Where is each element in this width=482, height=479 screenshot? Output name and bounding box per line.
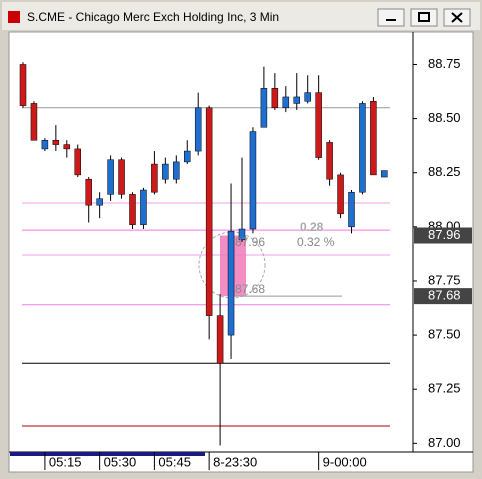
app-icon <box>8 11 20 23</box>
price-marker-label: 87.68 <box>428 288 461 303</box>
candle-body <box>129 194 136 225</box>
x-tick-label: 9-00:00 <box>323 454 367 469</box>
annotation: 0.28 <box>300 220 324 234</box>
x-tick-label: 05:30 <box>104 454 137 469</box>
candle-body <box>348 191 355 228</box>
candle-body <box>370 101 377 176</box>
candle-body <box>30 103 38 141</box>
x-tick-label: 05:45 <box>158 454 191 469</box>
annotation: 0.32 % <box>297 235 335 249</box>
annotation: 87.96 <box>235 235 265 249</box>
candle-body <box>337 174 344 215</box>
candle-body <box>140 189 147 225</box>
candle-body <box>118 159 125 195</box>
y-tick-label: 88.50 <box>428 110 461 125</box>
y-tick-label: 87.50 <box>428 327 461 342</box>
candle-body <box>227 230 235 336</box>
candle-body <box>304 92 311 102</box>
maximize-button[interactable] <box>410 8 438 27</box>
candle-body <box>293 96 300 104</box>
x-tick-label: 8-23:30 <box>213 454 257 469</box>
candle-body <box>63 144 71 150</box>
candle-body <box>52 139 60 145</box>
price-marker-box <box>414 288 472 305</box>
x-tick-label: 05:15 <box>49 454 82 469</box>
candle-body <box>162 163 169 180</box>
candle-body <box>249 131 257 230</box>
y-tick-label: 87.25 <box>428 381 461 396</box>
candle-body <box>194 107 202 152</box>
price-marker-label: 87.96 <box>428 227 461 242</box>
minimize-button[interactable] <box>377 8 405 27</box>
candle-body <box>238 228 246 241</box>
price-marker-box <box>414 227 472 244</box>
candle-body <box>271 88 279 109</box>
y-tick-label: 88.25 <box>428 164 461 179</box>
candle-body <box>216 315 224 364</box>
candle-body <box>184 150 191 163</box>
candle-body <box>315 92 322 158</box>
candle-body <box>260 88 268 128</box>
scroll-indicator <box>10 452 205 456</box>
candle-body <box>173 161 180 180</box>
window-title: S.CME - Chicago Merc Exch Holding Inc, 3… <box>27 10 279 24</box>
maximize-icon <box>418 12 430 22</box>
candle-body <box>205 107 213 316</box>
candle-body <box>107 159 114 195</box>
annotation: 87.68 <box>235 282 265 296</box>
candle-body <box>19 64 27 106</box>
y-tick-label: 87.00 <box>428 435 461 450</box>
candle-body <box>282 96 290 109</box>
candle-body <box>85 178 92 206</box>
candle-body <box>151 163 158 193</box>
candle-body <box>96 198 103 206</box>
y-tick-label: 88.75 <box>428 56 461 71</box>
candle-body <box>359 103 366 193</box>
close-icon <box>451 12 463 23</box>
y-tick-label: 87.75 <box>428 272 461 287</box>
candle-body <box>74 148 81 176</box>
candle-body <box>41 139 49 150</box>
candle-body <box>326 142 333 180</box>
candle-body <box>381 170 388 178</box>
